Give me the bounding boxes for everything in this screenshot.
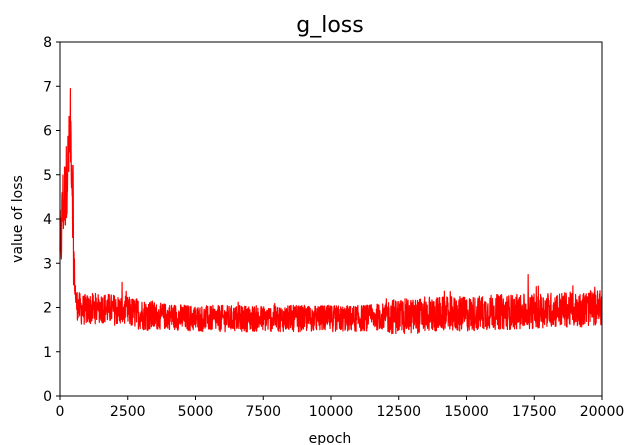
x-tick-label: 5000 xyxy=(178,404,214,420)
x-tick-label: 12500 xyxy=(376,404,421,420)
plot-frame xyxy=(59,41,603,397)
axes: 0 2500 5000 7500 10000 12500 15000 17500 20000 0 1… xyxy=(43,35,624,420)
y-tick-label: 1 xyxy=(43,345,52,361)
x-tick-label: 17500 xyxy=(512,404,557,420)
series-line-0 xyxy=(59,87,603,335)
plot-area xyxy=(59,87,603,335)
y-tick-label: 5 xyxy=(43,168,52,184)
y-tick-label: 6 xyxy=(43,124,52,140)
x-tick-label: 10000 xyxy=(309,404,354,420)
y-axis-label: value of loss xyxy=(10,175,26,263)
y-tick-label: 0 xyxy=(43,389,52,405)
y-tick-label: 2 xyxy=(43,301,52,317)
x-tick-label: 7500 xyxy=(245,404,281,420)
x-tick-label: 15000 xyxy=(444,404,489,420)
y-tick-label: 7 xyxy=(43,79,52,95)
x-tick-label: 2500 xyxy=(110,404,146,420)
chart-title: g_loss xyxy=(296,13,363,38)
x-tick-label: 20000 xyxy=(580,404,625,420)
y-tick-label: 4 xyxy=(43,212,52,228)
x-tick-label: 0 xyxy=(56,404,65,420)
y-tick-label: 8 xyxy=(43,35,52,51)
x-axis-label: epoch xyxy=(309,431,352,445)
y-tick-label: 3 xyxy=(43,256,52,272)
